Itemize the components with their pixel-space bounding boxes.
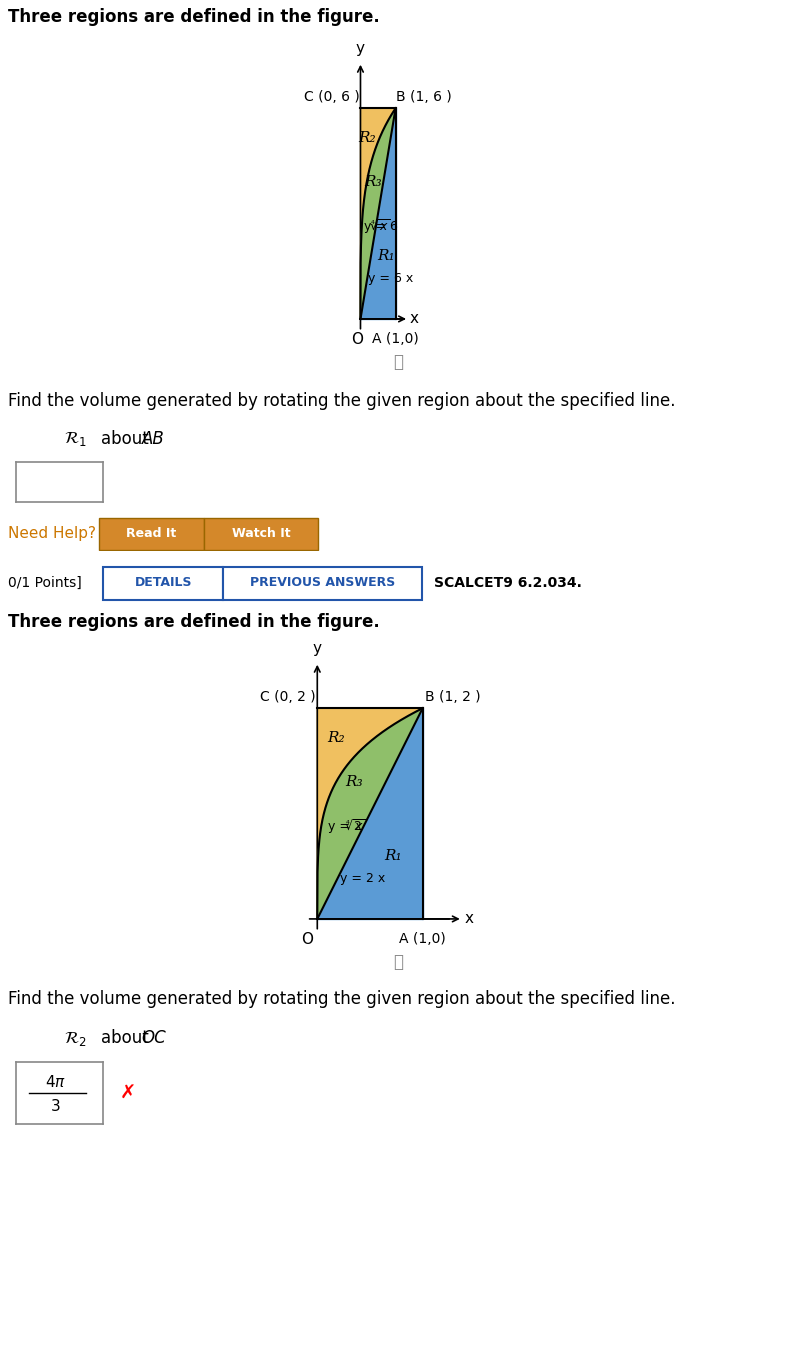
Text: $\sqrt[4]{x}$: $\sqrt[4]{x}$ [345, 819, 365, 834]
Text: $4\pi$: $4\pi$ [45, 1074, 66, 1089]
Text: O: O [351, 332, 363, 347]
FancyBboxPatch shape [204, 519, 318, 550]
Text: 0/1 Points]: 0/1 Points] [8, 576, 82, 590]
Text: A (1,0): A (1,0) [373, 332, 419, 346]
Text: R₁: R₁ [384, 849, 402, 863]
Text: B (1, 2 ): B (1, 2 ) [425, 690, 480, 704]
Text: Three regions are defined in the figure.: Three regions are defined in the figure. [8, 8, 380, 26]
Text: R₃: R₃ [345, 775, 363, 789]
Text: R₂: R₂ [358, 130, 376, 144]
Text: about: about [101, 1029, 149, 1047]
Text: Read It: Read It [126, 527, 177, 541]
Text: $\mathcal{R}_2$: $\mathcal{R}_2$ [64, 1029, 86, 1047]
Polygon shape [318, 708, 423, 919]
Text: A (1,0): A (1,0) [400, 932, 446, 945]
Text: C (0, 6 ): C (0, 6 ) [304, 91, 360, 104]
Text: x: x [465, 911, 474, 926]
Text: y = 2 x: y = 2 x [341, 873, 386, 885]
Text: y = 6 x: y = 6 x [369, 273, 413, 285]
Text: R₁: R₁ [377, 248, 395, 262]
Text: DETAILS: DETAILS [135, 576, 192, 590]
Text: x: x [410, 311, 419, 327]
Text: Watch It: Watch It [232, 527, 291, 541]
Text: y = 2: y = 2 [328, 819, 361, 833]
Polygon shape [361, 108, 396, 318]
Text: O: O [301, 932, 313, 947]
FancyBboxPatch shape [103, 567, 223, 600]
Text: ✗: ✗ [120, 1084, 137, 1103]
Text: y = 6: y = 6 [364, 220, 398, 233]
Text: R₃: R₃ [364, 176, 381, 189]
Text: $\sqrt[4]{x}$: $\sqrt[4]{x}$ [370, 218, 390, 233]
Polygon shape [361, 108, 396, 318]
Text: 3: 3 [50, 1099, 60, 1114]
Text: y: y [313, 641, 322, 656]
FancyBboxPatch shape [99, 519, 204, 550]
Text: about: about [101, 429, 149, 449]
Text: SCALCET9 6.2.034.: SCALCET9 6.2.034. [434, 576, 582, 590]
FancyBboxPatch shape [223, 567, 422, 600]
Text: ⓘ: ⓘ [393, 353, 403, 370]
Text: Find the volume generated by rotating the given region about the specified line.: Find the volume generated by rotating th… [8, 392, 676, 410]
Text: OC: OC [142, 1029, 166, 1047]
Text: $\mathcal{R}_1$: $\mathcal{R}_1$ [64, 429, 87, 449]
Text: B (1, 6 ): B (1, 6 ) [396, 91, 452, 104]
Text: C (0, 2 ): C (0, 2 ) [259, 690, 315, 704]
Text: Three regions are defined in the figure.: Three regions are defined in the figure. [8, 613, 380, 631]
Text: y: y [356, 41, 365, 55]
Text: ⓘ: ⓘ [393, 954, 403, 971]
Text: Need Help?: Need Help? [8, 525, 96, 541]
Text: Find the volume generated by rotating the given region about the specified line.: Find the volume generated by rotating th… [8, 991, 676, 1008]
Text: PREVIOUS ANSWERS: PREVIOUS ANSWERS [250, 576, 395, 590]
Polygon shape [361, 108, 396, 318]
Polygon shape [318, 708, 423, 919]
Text: R₂: R₂ [327, 731, 345, 745]
Polygon shape [318, 708, 423, 919]
Text: AB: AB [142, 429, 164, 449]
